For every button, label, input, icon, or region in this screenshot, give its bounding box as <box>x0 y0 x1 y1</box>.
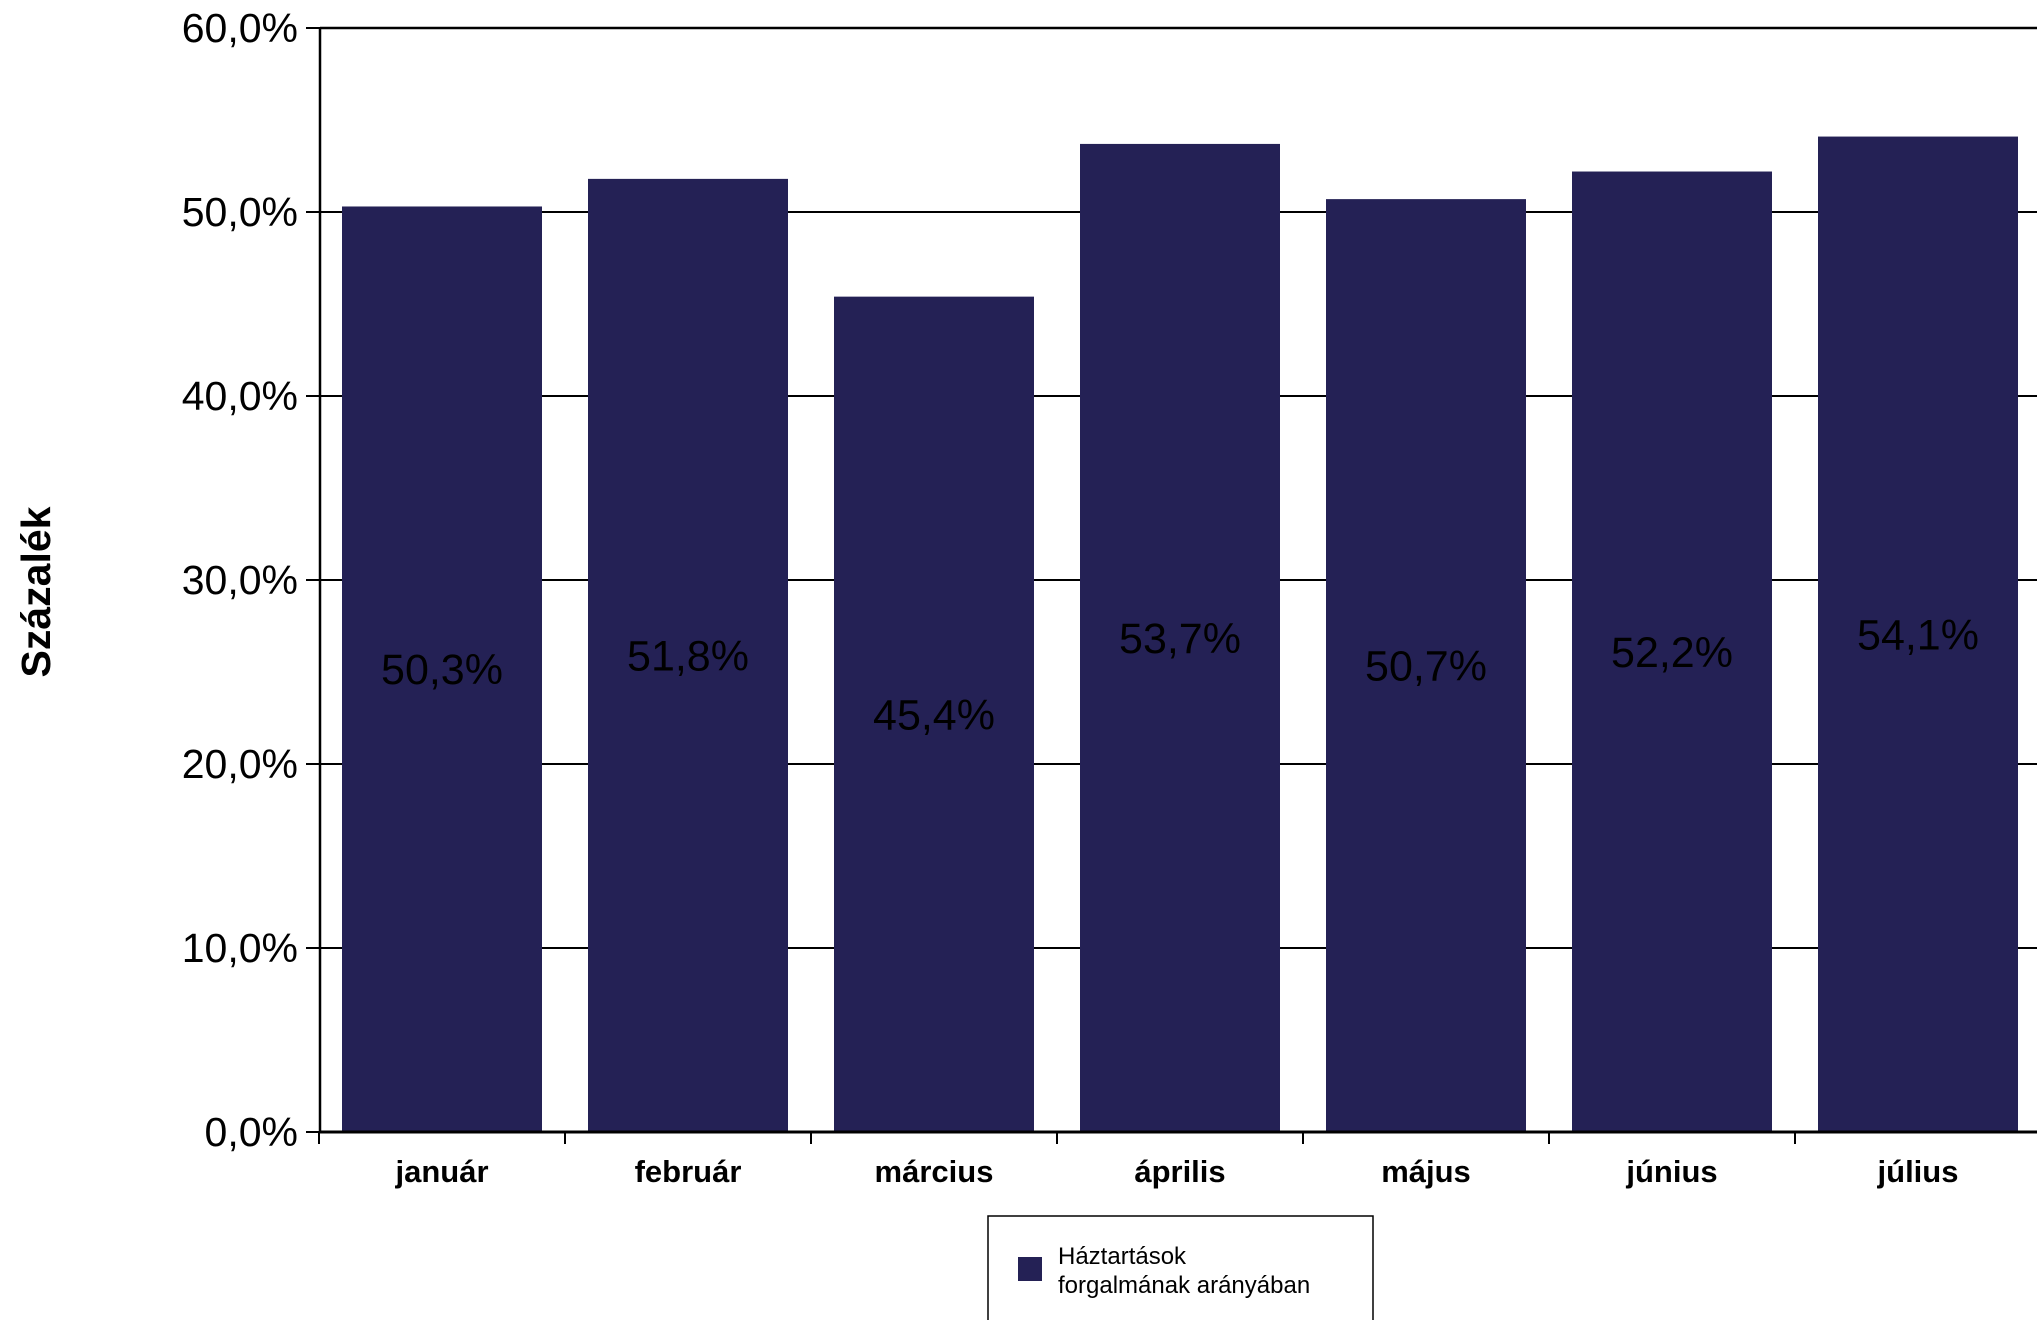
x-category-label: április <box>1134 1154 1225 1189</box>
bar <box>1326 199 1526 1132</box>
y-tick-labels: 0,0% 10,0% 20,0% 30,0% 40,0% 50,0% 60,0% <box>182 5 298 1155</box>
x-category-label: március <box>875 1154 994 1189</box>
x-category-label: június <box>1625 1154 1717 1189</box>
bar <box>1080 143 1280 1133</box>
x-category-label: május <box>1381 1154 1471 1189</box>
bar-data-label: 52,2% <box>1611 629 1733 677</box>
bar-data-label: 54,1% <box>1857 611 1979 659</box>
bar <box>342 206 542 1133</box>
bar-data-label: 50,7% <box>1365 643 1487 691</box>
bar <box>1572 171 1772 1132</box>
legend-label-line-2: forgalmának arányában <box>1058 1272 1310 1299</box>
y-tick-label: 20,0% <box>182 741 298 787</box>
x-category-label: február <box>635 1154 742 1189</box>
bar <box>588 178 788 1132</box>
bar-data-label: 53,7% <box>1119 615 1241 663</box>
legend: Háztartások forgalmának arányában <box>987 1215 1374 1320</box>
bar-data-label: 50,3% <box>381 646 503 694</box>
legend-box <box>987 1215 1374 1320</box>
legend-swatch <box>1018 1257 1042 1281</box>
y-tick-label: 50,0% <box>182 189 298 235</box>
bar-data-label: 51,8% <box>627 632 749 680</box>
y-tick-label: 0,0% <box>205 1109 298 1155</box>
axes <box>306 26 2037 1144</box>
y-tick-label: 40,0% <box>182 373 298 419</box>
bar <box>1818 136 2018 1132</box>
x-category-label: január <box>394 1154 488 1189</box>
y-axis-label: Százalék <box>13 506 59 677</box>
bar-data-label: 45,4% <box>873 691 995 739</box>
x-category-labels: január február március április május június jú… <box>394 1154 1958 1189</box>
y-tick-label: 30,0% <box>182 557 298 603</box>
y-tick-label: 10,0% <box>182 925 298 971</box>
data-labels: 50,3% 51,8% 45,4% 53,7% 50,7% 52,2% 54,1% <box>381 611 1979 739</box>
x-category-label: július <box>1877 1154 1959 1189</box>
bars <box>342 136 2018 1133</box>
y-tick-label: 60,0% <box>182 5 298 51</box>
bar <box>834 296 1034 1132</box>
legend-label-line-1: Háztartások <box>1058 1243 1187 1270</box>
